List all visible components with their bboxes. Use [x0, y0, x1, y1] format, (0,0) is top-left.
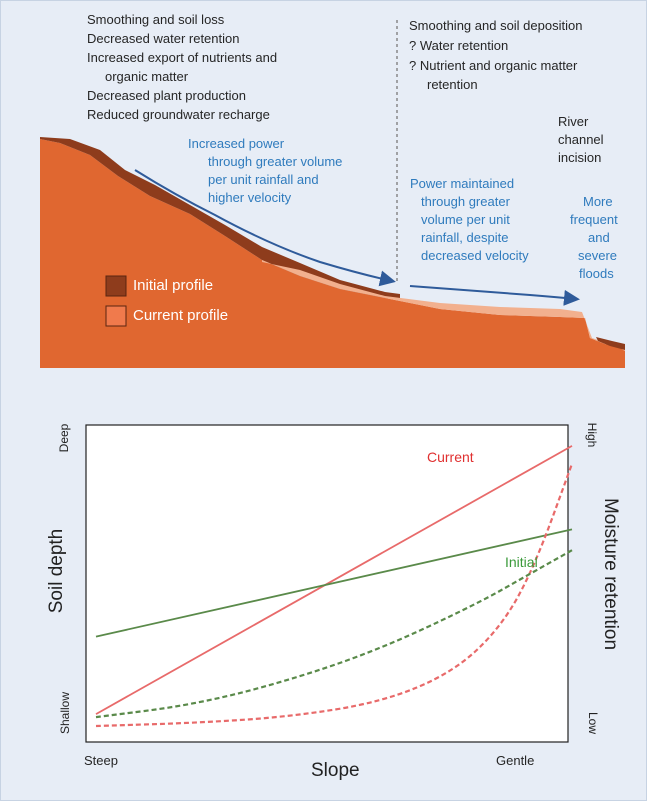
moisture-3-dashed-line — [95, 549, 573, 719]
y-left-axis-title: Soil depth — [46, 528, 67, 614]
left-effect-3-cont: organic matter — [105, 69, 189, 84]
y-right-tick-low: Low — [586, 711, 600, 734]
floods-note-2: frequent — [570, 212, 618, 227]
legend-swatch-initial — [105, 275, 127, 297]
y-left-tick-deep: Deep — [57, 423, 71, 453]
current-solid-line — [95, 445, 573, 715]
floods-note-5: floods — [579, 266, 614, 281]
floods-note-3: and — [588, 230, 610, 245]
river-note-3: incision — [558, 150, 602, 165]
legend-swatch-current — [105, 305, 127, 327]
deposition-band — [262, 260, 625, 351]
downslope-flow-arrow — [409, 285, 580, 306]
y-right-tick-high: High — [585, 422, 599, 448]
power-downslope-2: through greater — [421, 194, 510, 209]
power-downslope-3: volume per unit — [421, 212, 510, 227]
initial-series-label: Initial — [505, 554, 538, 570]
left-effect-3: Increased export of nutrients and — [87, 50, 278, 65]
floods-note-4: severe — [578, 248, 618, 263]
power-upslope-1: Increased power — [188, 136, 285, 151]
power-upslope-3: per unit rainfall and — [208, 172, 319, 187]
power-upslope-2: through greater volume — [208, 154, 343, 169]
left-effect-5: Reduced groundwater recharge — [87, 107, 270, 122]
river-note-2: channel — [558, 132, 604, 147]
initial-solid-line — [95, 528, 573, 638]
left-effect-4: Decreased plant production — [87, 88, 246, 103]
y-left-tick-shallow: Shallow — [58, 691, 72, 735]
river-note-1: River — [558, 114, 589, 129]
current-profile-area — [40, 139, 625, 368]
power-upslope-4: higher velocity — [208, 190, 292, 205]
right-effect-3: ? Nutrient and organic matter — [409, 58, 578, 73]
channel-remnant — [596, 337, 625, 350]
x-tick-steep: Steep — [84, 753, 118, 768]
current-series-label: Current — [427, 449, 474, 465]
y-right-axis-title: Moisture retention — [600, 497, 621, 651]
left-effect-1: Smoothing and soil loss — [87, 12, 225, 27]
right-effect-1: Smoothing and soil deposition — [409, 18, 583, 33]
power-downslope-5: decreased velocity — [421, 248, 529, 263]
x-axis-title: Slope — [311, 760, 360, 781]
power-downslope-4: rainfall, despite — [421, 230, 509, 245]
right-effect-3-cont: retention — [427, 77, 478, 92]
floods-note-1: More — [583, 194, 613, 209]
upslope-flow-arrow — [134, 169, 396, 287]
legend-initial-label: Initial profile — [133, 277, 214, 294]
x-tick-gentle: Gentle — [496, 753, 535, 768]
initial-profile-band — [40, 137, 400, 300]
right-effect-2: ? Water retention — [409, 38, 509, 53]
moisture-2-dashed-line — [95, 463, 574, 728]
legend-current-label: Current profile — [133, 307, 229, 324]
left-effect-2: Decreased water retention — [87, 31, 240, 46]
power-downslope-1: Power maintained — [410, 176, 515, 191]
